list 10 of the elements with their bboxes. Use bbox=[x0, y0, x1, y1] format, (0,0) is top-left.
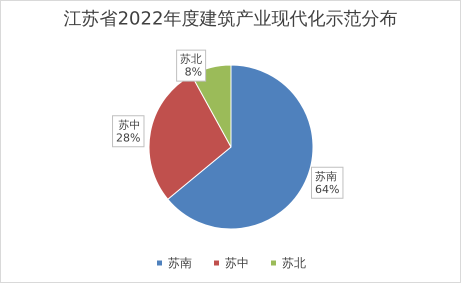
legend-label: 苏北 bbox=[282, 256, 306, 270]
data-label: 64% bbox=[315, 182, 340, 196]
slice-label: 苏中 bbox=[118, 118, 140, 132]
legend-label: 苏南 bbox=[168, 256, 192, 270]
chart-title: 江苏省2022年度建筑产业现代化示范分布 bbox=[64, 8, 398, 30]
slice-label: 苏南 bbox=[315, 170, 338, 183]
data-label: 8% bbox=[184, 66, 202, 79]
data-label: 28% bbox=[116, 131, 140, 144]
slice-label: 苏北 bbox=[180, 52, 202, 66]
legend-label: 苏中 bbox=[225, 256, 249, 270]
